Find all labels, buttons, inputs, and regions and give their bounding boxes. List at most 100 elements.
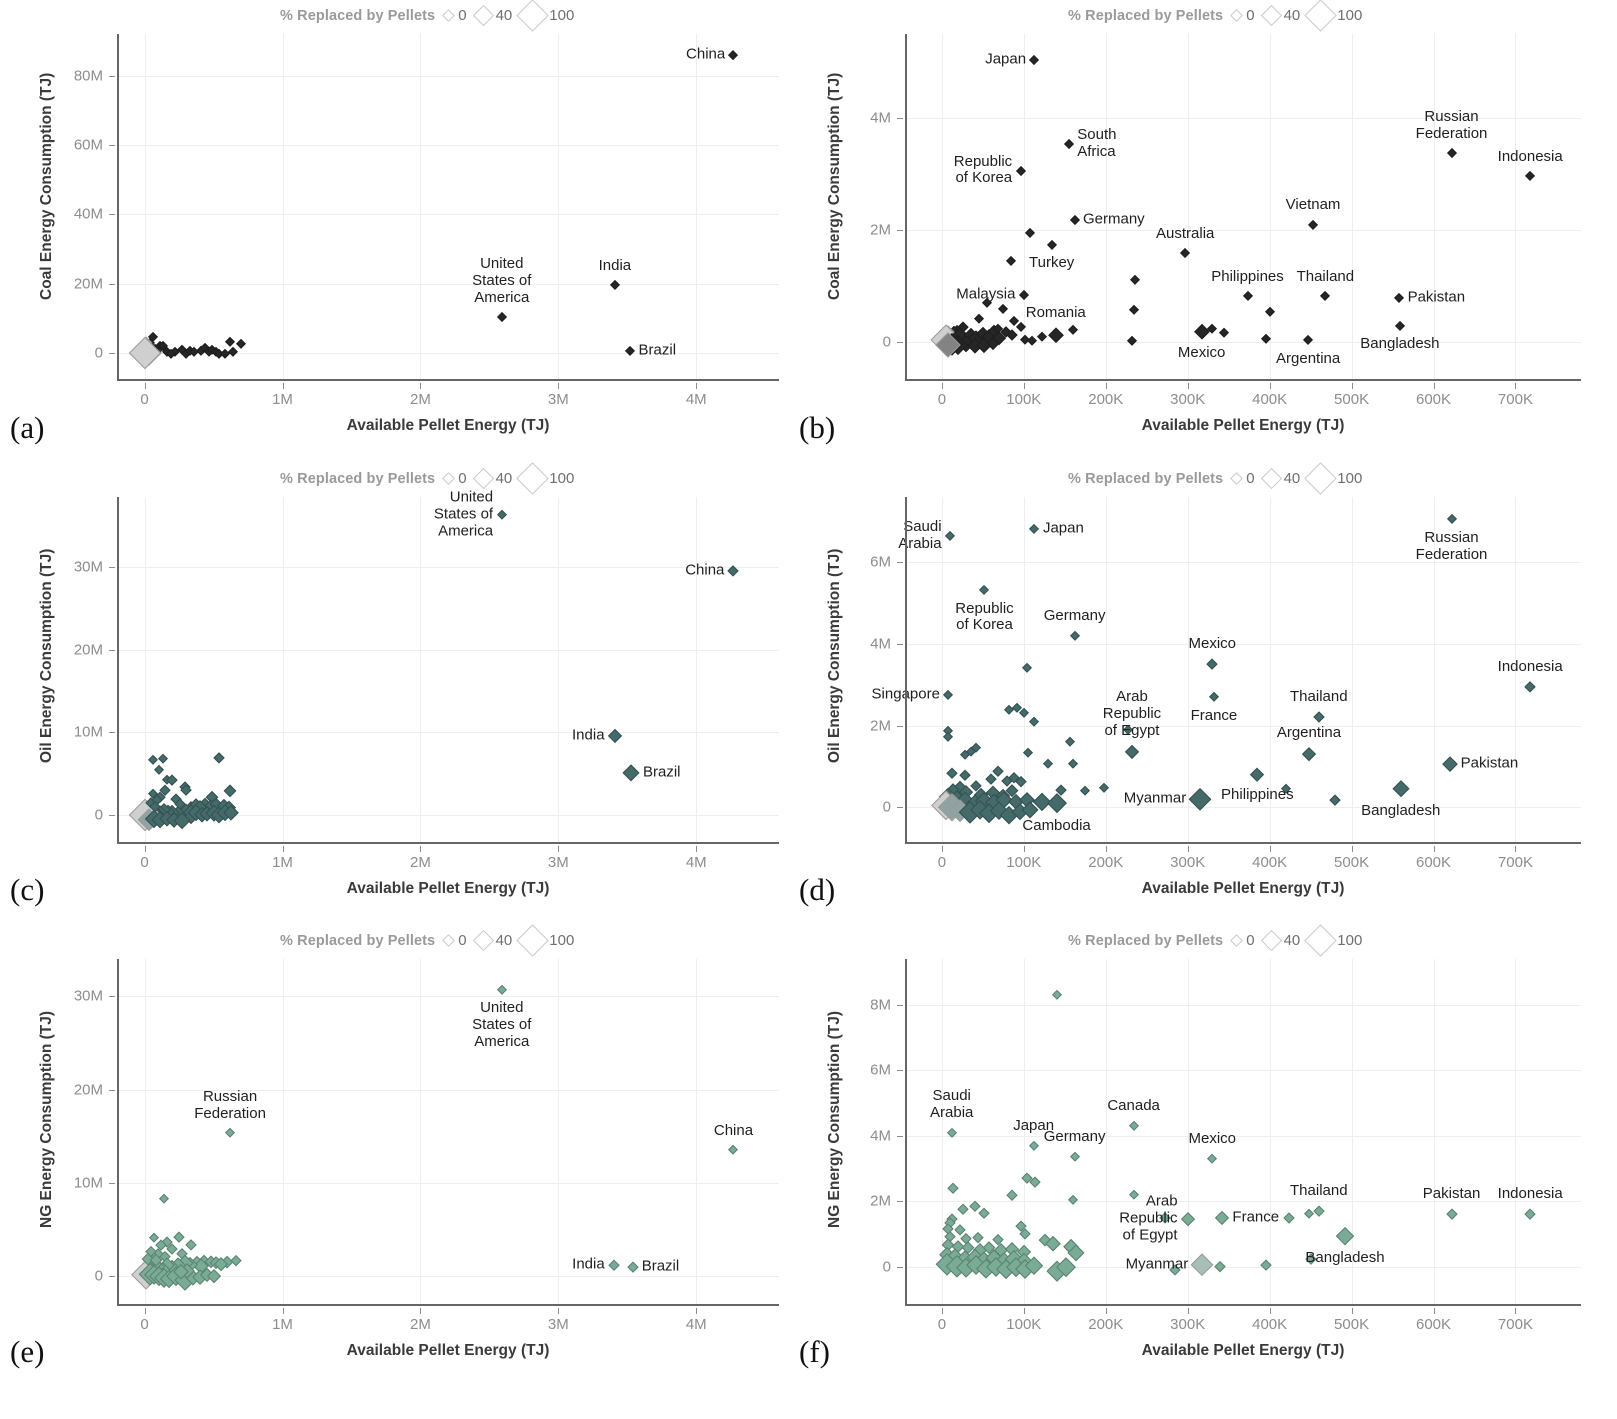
point-label: France: [1190, 706, 1238, 724]
gridline-vertical: [144, 497, 146, 844]
x-tick-label: 700K: [1497, 854, 1533, 871]
point-label: Japan: [1013, 1117, 1055, 1135]
point-label: Myanmar: [1123, 789, 1187, 807]
gridline-vertical: [1433, 959, 1435, 1306]
legend-value: 100: [1337, 932, 1363, 949]
gridline-vertical: [558, 497, 560, 844]
x-tick-label: 600K: [1415, 391, 1452, 408]
legend-diamond-100: [516, 0, 550, 32]
y-tick-mark: [897, 1266, 903, 1268]
point-label: Brazil: [642, 763, 681, 781]
gridline-vertical: [1187, 959, 1189, 1306]
point-label: Saudi Arabia: [930, 1087, 974, 1121]
point-label: Bangladesh: [1360, 335, 1440, 353]
legend-item-0: 0: [1230, 7, 1255, 24]
point-label: Germany: [1043, 607, 1106, 625]
legend-item-100: 100: [1304, 0, 1362, 32]
x-tick-mark: [144, 1308, 146, 1314]
point-label: India: [572, 1255, 605, 1273]
size-legend-(f): % Replaced by Pellets 0 40 100: [1068, 924, 1363, 957]
y-tick-label: 0: [882, 1258, 891, 1276]
gridline-vertical: [1351, 497, 1353, 844]
legend-diamond-40: [1260, 4, 1282, 27]
gridline-vertical: [1515, 34, 1517, 381]
plot-area-(d): Saudi Arabia Japan Russian Federation Repub…: [872, 497, 1581, 844]
legend-diamond-0: [1230, 472, 1244, 485]
axis-frame: [905, 497, 1581, 844]
gridline-horizontal: [117, 815, 779, 817]
x-tick-mark: [1187, 846, 1189, 852]
x-tick-mark: [1433, 1308, 1435, 1314]
gridline-vertical: [1351, 959, 1353, 1306]
x-tick-mark: [420, 1308, 422, 1314]
gridline-vertical: [282, 497, 284, 844]
gridline-horizontal: [117, 649, 779, 651]
y-tick-label: 4M: [870, 1127, 891, 1145]
point-label: Bangladesh: [1361, 801, 1441, 819]
gridline-vertical: [420, 497, 422, 844]
point-label: Indonesia: [1497, 657, 1563, 675]
x-tick-mark: [1269, 1308, 1271, 1314]
gridline-vertical: [1023, 34, 1025, 381]
legend-diamond-0: [1230, 934, 1244, 947]
legend-diamond-0: [442, 9, 456, 22]
panel-letter-(e): (e): [10, 1334, 45, 1369]
gridline-horizontal: [905, 1135, 1581, 1137]
x-tick-mark: [1023, 383, 1025, 389]
point-label: Japan: [1042, 519, 1084, 537]
gridline-vertical: [941, 34, 943, 381]
y-tick-mark: [109, 996, 115, 998]
legend-item-0: 0: [1230, 932, 1255, 949]
x-axis-label: Available Pellet Energy (TJ): [346, 417, 550, 434]
x-tick-label: 3M: [547, 1316, 569, 1333]
gridline-vertical: [1023, 959, 1025, 1306]
gridline-vertical: [696, 34, 698, 381]
gridline-vertical: [558, 959, 560, 1306]
size-legend-(b): % Replaced by Pellets 0 40 100: [1068, 0, 1362, 32]
x-tick-mark: [144, 846, 146, 852]
x-tick-label: 2M: [409, 391, 431, 408]
y-tick-mark: [109, 145, 115, 147]
y-tick-label: 10M: [73, 1174, 103, 1192]
legend-item-40: 40: [472, 467, 512, 490]
y-tick-mark: [897, 1070, 903, 1072]
point-label: Argentina: [1276, 724, 1342, 742]
axis-frame: [905, 959, 1581, 1306]
x-tick-mark: [282, 846, 284, 852]
y-tick-label: 2M: [870, 1192, 891, 1210]
point-label: Germany: [1043, 1128, 1106, 1146]
legend-value: 0: [458, 932, 467, 949]
y-tick-mark: [897, 562, 903, 564]
gridline-vertical: [282, 34, 284, 381]
legend-item-0: 0: [1230, 470, 1255, 487]
x-tick-label: 1M: [272, 854, 293, 871]
legend-diamond-0: [1230, 9, 1244, 22]
point-label: India: [572, 726, 605, 744]
point-label: Republic of Korea: [953, 152, 1013, 187]
x-tick-mark: [1351, 383, 1353, 389]
panel-letter-(b): (b): [799, 410, 836, 445]
legend-value: 0: [458, 470, 467, 487]
x-tick-label: 100K: [1006, 854, 1042, 871]
legend-value: 40: [495, 932, 513, 949]
point-label: Russian Federation: [194, 1087, 266, 1122]
point-label: Brazil: [638, 341, 677, 359]
y-axis-label: NG Energy Consumption (TJ): [826, 1011, 843, 1228]
x-tick-mark: [558, 383, 560, 389]
gridline-vertical: [1187, 34, 1189, 381]
legend-diamond-40: [472, 929, 494, 952]
y-tick-label: 20M: [73, 1081, 103, 1099]
axis-frame: [117, 959, 779, 1306]
point-label: Russian Federation: [1415, 528, 1488, 563]
y-axis-label: Coal Energy Consumption (TJ): [826, 72, 843, 300]
point-label: Thailand: [1296, 268, 1355, 286]
x-tick-label: 4M: [685, 1316, 707, 1333]
x-axis-label: Available Pellet Energy (TJ): [1141, 880, 1345, 897]
x-tick-label: 0: [937, 391, 947, 408]
legend-value: 40: [1283, 7, 1301, 24]
x-tick-mark: [696, 383, 698, 389]
gridline-horizontal: [905, 643, 1581, 645]
x-tick-mark: [941, 846, 943, 852]
point-label: France: [1232, 1208, 1280, 1226]
x-tick-mark: [1351, 846, 1353, 852]
